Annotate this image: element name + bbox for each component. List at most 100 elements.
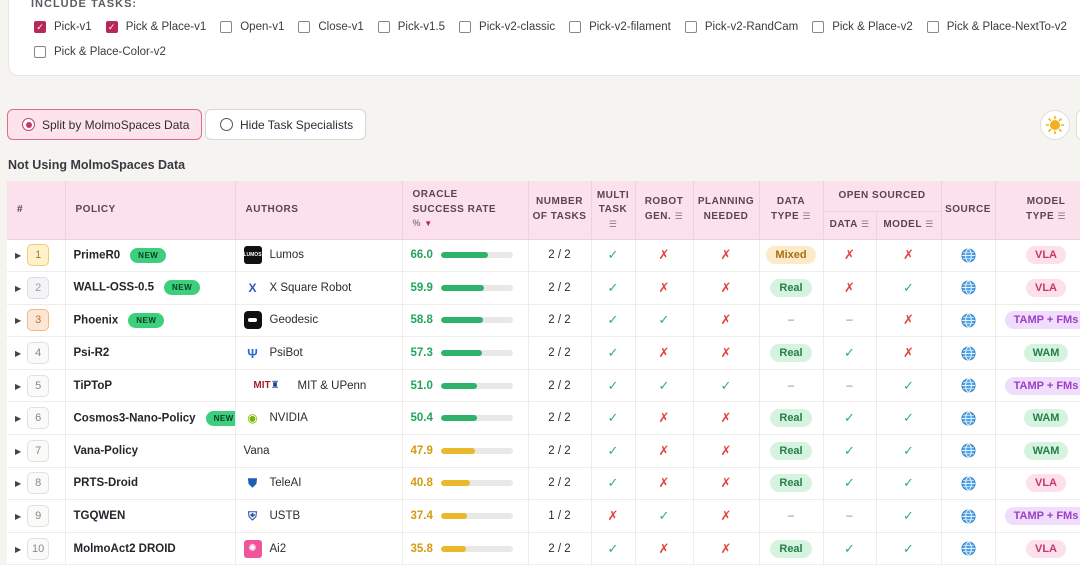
filter-icon[interactable]: ☰ xyxy=(594,218,633,231)
checkbox-empty-icon[interactable] xyxy=(927,21,939,33)
source-cell[interactable] xyxy=(941,467,995,500)
globe-icon[interactable] xyxy=(961,248,976,263)
col-header-source[interactable]: SOURCE xyxy=(941,181,995,239)
theme-toggle-button[interactable] xyxy=(1040,110,1070,140)
expand-row-icon[interactable]: ▶ xyxy=(15,414,21,423)
policy-cell[interactable]: MolmoAct2 DROID xyxy=(65,532,235,565)
policy-name[interactable]: Phoenix xyxy=(74,315,119,327)
policy-name[interactable]: PRTS-Droid xyxy=(74,477,139,489)
expand-row-icon[interactable]: ▶ xyxy=(15,316,21,325)
task-option[interactable]: ✓Pick & Place-v1 xyxy=(106,21,207,33)
task-option[interactable]: ✓Pick-v1 xyxy=(34,21,92,33)
expand-row-icon[interactable]: ▶ xyxy=(15,251,21,260)
expand-row-icon[interactable]: ▶ xyxy=(15,545,21,554)
col-header-model-type[interactable]: MODEL TYPE ☰ xyxy=(995,181,1080,239)
globe-icon[interactable] xyxy=(961,411,976,426)
policy-cell[interactable]: Vana-Policy xyxy=(65,435,235,468)
checkbox-checked-icon[interactable]: ✓ xyxy=(34,21,46,33)
sort-desc-icon[interactable]: ▼ xyxy=(424,219,432,228)
source-cell[interactable] xyxy=(941,369,995,402)
globe-icon[interactable] xyxy=(961,476,976,491)
expand-row-icon[interactable]: ▶ xyxy=(15,512,21,521)
task-option[interactable]: Pick-v2-filament xyxy=(569,21,671,33)
globe-icon[interactable] xyxy=(961,443,976,458)
source-cell[interactable] xyxy=(941,239,995,272)
source-cell[interactable] xyxy=(941,402,995,435)
task-option[interactable]: Pick & Place-v2 xyxy=(812,21,913,33)
split-by-molmospaces-toggle[interactable]: Split by MolmoSpaces Data xyxy=(7,109,202,140)
checkbox-empty-icon[interactable] xyxy=(685,21,697,33)
expand-row-icon[interactable]: ▶ xyxy=(15,349,21,358)
policy-cell[interactable]: TiPToP xyxy=(65,369,235,402)
edge-button[interactable] xyxy=(1076,110,1080,140)
checkbox-checked-icon[interactable]: ✓ xyxy=(106,21,118,33)
task-option[interactable]: Pick-v2-RandCam xyxy=(685,21,798,33)
task-option[interactable]: Pick & Place-NextTo-v2 xyxy=(927,21,1067,33)
filter-icon[interactable]: ☰ xyxy=(675,211,684,221)
policy-cell[interactable]: PRTS-Droid xyxy=(65,467,235,500)
source-cell[interactable] xyxy=(941,304,995,337)
source-cell[interactable] xyxy=(941,532,995,565)
col-header-oracle-success-rate[interactable]: ORACLE SUCCESS RATE % ▼ xyxy=(402,181,528,239)
expand-row-icon[interactable]: ▶ xyxy=(15,447,21,456)
checkbox-empty-icon[interactable] xyxy=(220,21,232,33)
task-option[interactable]: Close-v1 xyxy=(298,21,363,33)
col-header-planning-needed[interactable]: PLANNING NEEDED xyxy=(693,181,759,239)
globe-icon[interactable] xyxy=(961,378,976,393)
globe-icon[interactable] xyxy=(961,313,976,328)
hide-task-specialists-toggle[interactable]: Hide Task Specialists xyxy=(205,109,366,140)
source-cell[interactable] xyxy=(941,337,995,370)
policy-name[interactable]: MolmoAct2 DROID xyxy=(74,543,176,555)
filter-icon[interactable]: ☰ xyxy=(802,211,811,221)
col-header-robot-gen[interactable]: ROBOT GEN. ☰ xyxy=(635,181,693,239)
checkbox-empty-icon[interactable] xyxy=(459,21,471,33)
col-header-os-model[interactable]: MODEL ☰ xyxy=(876,211,941,239)
checkbox-empty-icon[interactable] xyxy=(298,21,310,33)
col-header-rank[interactable]: # xyxy=(7,181,65,239)
expand-row-icon[interactable]: ▶ xyxy=(15,284,21,293)
filter-icon[interactable]: ☰ xyxy=(925,219,934,229)
filter-icon[interactable]: ☰ xyxy=(1057,211,1066,221)
task-option[interactable]: Open-v1 xyxy=(220,21,284,33)
policy-name[interactable]: PrimeR0 xyxy=(74,249,121,261)
col-header-policy[interactable]: POLICY xyxy=(65,181,235,239)
col-header-number-of-tasks[interactable]: NUMBER OF TASKS xyxy=(528,181,591,239)
task-option[interactable]: Pick-v1.5 xyxy=(378,21,445,33)
policy-name[interactable]: Psi-R2 xyxy=(74,347,110,359)
expand-row-icon[interactable]: ▶ xyxy=(15,479,21,488)
globe-icon[interactable] xyxy=(961,541,976,556)
col-header-data-type[interactable]: DATA TYPE ☰ xyxy=(759,181,823,239)
policy-name[interactable]: TGQWEN xyxy=(74,510,126,522)
policy-cell[interactable]: Psi-R2 xyxy=(65,337,235,370)
policy-name[interactable]: TiPToP xyxy=(74,380,113,392)
source-cell[interactable] xyxy=(941,500,995,533)
col-header-multi-task[interactable]: MULTI TASK ☰ xyxy=(591,181,635,239)
policy-cell[interactable]: TGQWEN xyxy=(65,500,235,533)
source-cell[interactable] xyxy=(941,272,995,305)
globe-icon[interactable] xyxy=(961,509,976,524)
task-option[interactable]: Pick-v2-classic xyxy=(459,21,555,33)
checkbox-empty-icon[interactable] xyxy=(569,21,581,33)
checkbox-empty-icon[interactable] xyxy=(812,21,824,33)
filter-icon[interactable]: ☰ xyxy=(861,219,870,229)
checkbox-empty-icon[interactable] xyxy=(34,46,46,58)
source-cell[interactable] xyxy=(941,435,995,468)
policy-name[interactable]: Vana-Policy xyxy=(74,445,139,457)
col-header-authors[interactable]: AUTHORS xyxy=(235,181,402,239)
policy-name[interactable]: Cosmos3-Nano-Policy xyxy=(74,412,196,424)
globe-icon[interactable] xyxy=(961,280,976,295)
expand-row-icon[interactable]: ▶ xyxy=(15,382,21,391)
